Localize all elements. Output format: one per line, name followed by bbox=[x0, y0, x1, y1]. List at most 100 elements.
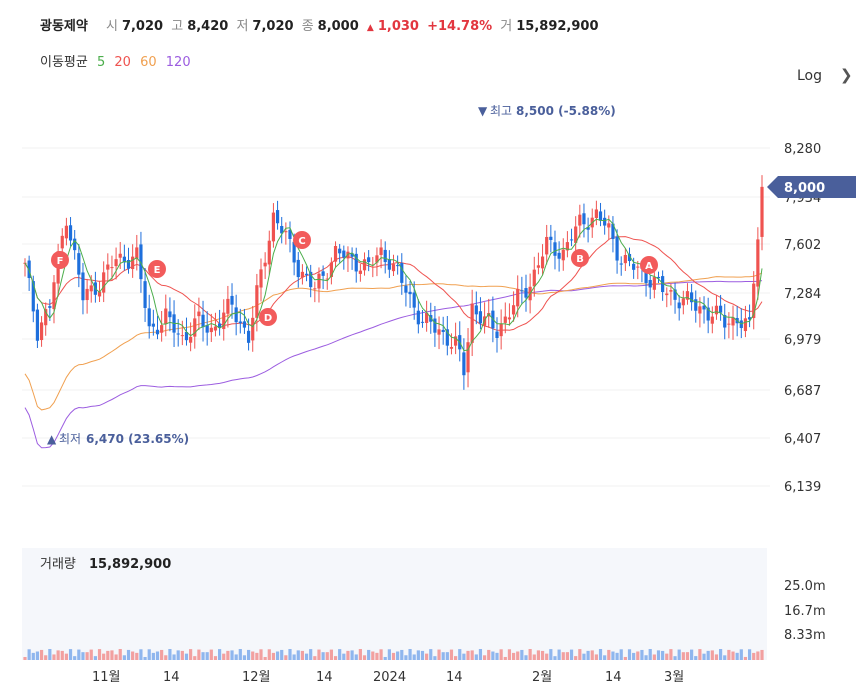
volume-bar bbox=[743, 656, 748, 660]
candle-body bbox=[416, 310, 420, 325]
candle-body bbox=[143, 281, 147, 308]
volume-bar bbox=[292, 654, 296, 660]
candle-body bbox=[362, 259, 367, 271]
candle-body bbox=[731, 317, 735, 326]
candle-body bbox=[354, 253, 358, 272]
volume-bar bbox=[354, 654, 358, 660]
low-marker-icon: ▲ bbox=[47, 432, 57, 446]
volume-bar bbox=[346, 650, 350, 660]
candle-body bbox=[574, 226, 578, 243]
volume-bar bbox=[77, 649, 81, 660]
volume-bar bbox=[511, 652, 516, 660]
ma120-line bbox=[24, 280, 763, 449]
ma60-line bbox=[24, 272, 763, 411]
candle-body bbox=[603, 217, 607, 226]
low-value: 6,470 (23.65%) bbox=[86, 432, 189, 446]
candle-body bbox=[387, 259, 391, 270]
candle-body bbox=[110, 267, 114, 269]
volume-bar bbox=[694, 656, 698, 660]
volume-bar bbox=[205, 652, 209, 660]
volume-bar bbox=[56, 650, 60, 660]
candle-body bbox=[197, 311, 201, 317]
candle-body bbox=[280, 226, 284, 234]
event-marker-d[interactable] bbox=[259, 308, 277, 326]
volume-bar bbox=[143, 656, 147, 660]
event-marker-label: C bbox=[298, 236, 305, 247]
volume-bar bbox=[627, 649, 632, 660]
volume-bar bbox=[246, 649, 251, 660]
candle-body bbox=[271, 212, 276, 242]
volume-bar bbox=[569, 649, 574, 660]
candle-body bbox=[342, 250, 346, 258]
volume-bar bbox=[752, 652, 756, 660]
candle-body bbox=[139, 244, 143, 280]
volume-bar bbox=[557, 649, 561, 660]
x-tick-label: 14 bbox=[163, 670, 180, 685]
volume-bar bbox=[52, 654, 56, 660]
candle-body bbox=[222, 312, 226, 330]
volume-bar bbox=[507, 649, 512, 660]
candle-body bbox=[615, 236, 619, 261]
candle-body bbox=[367, 257, 371, 263]
volume-bar bbox=[375, 652, 379, 660]
ma5-legend: 5 bbox=[96, 55, 106, 70]
candle-body bbox=[160, 325, 164, 333]
candle-body bbox=[201, 314, 205, 328]
candle-body bbox=[275, 210, 280, 224]
change-value: 1,030 bbox=[377, 19, 419, 34]
volume-bar bbox=[222, 653, 226, 660]
event-marker-f[interactable] bbox=[51, 251, 69, 269]
volume-bar bbox=[313, 656, 317, 660]
volume-bar bbox=[553, 656, 557, 660]
candle-body bbox=[213, 326, 218, 331]
volume-bar bbox=[242, 655, 247, 660]
event-marker-a[interactable] bbox=[640, 256, 658, 274]
volume-bar bbox=[201, 652, 205, 660]
candle-body bbox=[238, 321, 242, 324]
candle-body bbox=[118, 253, 122, 258]
candle-body bbox=[454, 336, 458, 346]
candle-body bbox=[545, 236, 549, 255]
candle-body bbox=[304, 273, 309, 275]
candle-body bbox=[412, 292, 416, 308]
x-tick-label: 2월 bbox=[532, 670, 552, 685]
candle-body bbox=[478, 311, 483, 324]
volume-bar bbox=[267, 649, 271, 660]
stock-name: 광동제약 bbox=[40, 19, 88, 34]
candle-body bbox=[317, 273, 321, 289]
moving-average-legend[interactable]: 이동평균 5 20 60 120 bbox=[40, 51, 196, 70]
log-scale-button[interactable]: Log bbox=[797, 68, 823, 84]
candle-body bbox=[532, 269, 536, 287]
event-marker-e[interactable] bbox=[148, 260, 166, 278]
candle-body bbox=[230, 295, 234, 305]
candle-body bbox=[131, 256, 135, 270]
candle-body bbox=[677, 302, 681, 309]
volume-bar bbox=[172, 654, 176, 660]
volume-bar bbox=[665, 653, 669, 660]
close-label: 종 bbox=[301, 19, 314, 34]
volume-bar bbox=[503, 656, 507, 660]
candle-body bbox=[81, 272, 85, 301]
volume-bar bbox=[102, 653, 106, 660]
candle-body bbox=[242, 321, 247, 328]
current-price-tag bbox=[767, 176, 856, 198]
volume-bar bbox=[466, 650, 470, 660]
volume-bar bbox=[230, 650, 234, 660]
open-label: 시 bbox=[105, 19, 118, 34]
volume-bar bbox=[151, 652, 155, 660]
volume-bar bbox=[259, 649, 263, 660]
chevron-right-icon[interactable]: ❯ bbox=[840, 66, 853, 84]
high-value: 8,500 (-5.88%) bbox=[516, 104, 616, 118]
event-marker-c[interactable] bbox=[293, 231, 311, 249]
candle-body bbox=[383, 249, 387, 263]
candle-body bbox=[27, 260, 31, 279]
volume-bar bbox=[706, 650, 710, 660]
volume-bar bbox=[284, 655, 288, 660]
event-marker-b[interactable] bbox=[571, 249, 589, 267]
candle-body bbox=[97, 291, 102, 297]
candle-body bbox=[710, 316, 714, 324]
up-arrow-icon: ▲ bbox=[366, 23, 374, 33]
volume-bar bbox=[425, 653, 429, 660]
volume-bar bbox=[470, 650, 474, 660]
